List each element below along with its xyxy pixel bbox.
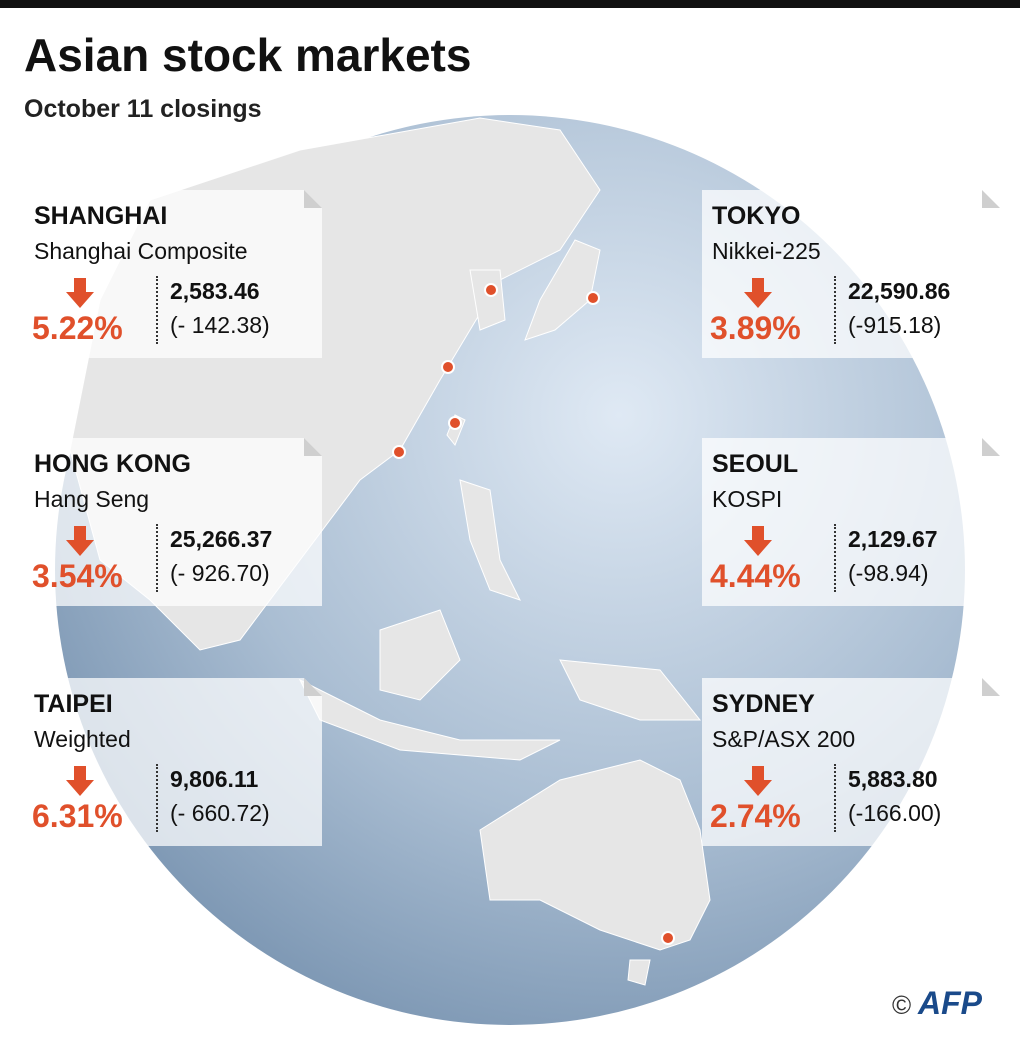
- index-name: KOSPI: [712, 486, 783, 512]
- down-arrow: [66, 766, 94, 796]
- index-name: Hang Seng: [34, 486, 150, 512]
- index-name: Shanghai Composite: [34, 238, 248, 264]
- percent-change: 2.74%: [710, 798, 801, 834]
- market-card: SEOUL KOSPI 4.44% 2,129.67 (-98.94): [702, 438, 1000, 606]
- market-card: HONG KONG Hang Seng 3.54% 25,266.37 (- 926.7…: [24, 438, 322, 606]
- down-arrow: [744, 766, 772, 796]
- title: Asian stock markets: [24, 29, 472, 81]
- percent-change: 4.44%: [710, 558, 801, 594]
- top-bar: [0, 0, 1020, 8]
- down-arrow: [66, 526, 94, 556]
- market-card: TOKYO Nikkei-225 3.89% 22,590.86 (-915.18): [702, 190, 1000, 358]
- point-change: (- 142.38): [170, 312, 270, 338]
- market-card: SHANGHAI Shanghai Composite 5.22% 2,583.46 (…: [24, 190, 322, 358]
- close-value: 2,129.67: [848, 526, 938, 552]
- close-value: 22,590.86: [848, 278, 951, 304]
- percent-change: 3.89%: [710, 310, 801, 346]
- city-name: TOKYO: [712, 202, 801, 230]
- down-arrow: [744, 526, 772, 556]
- market-card: SYDNEY S&P/ASX 200 2.74% 5,883.80 (-166.00): [702, 678, 1000, 846]
- separator: [156, 764, 158, 832]
- city-markers: [392, 283, 675, 945]
- point-change: (-98.94): [848, 560, 929, 586]
- close-value: 25,266.37: [170, 526, 273, 552]
- index-name: Nikkei-225: [712, 238, 821, 264]
- percent-change: 6.31%: [32, 798, 123, 834]
- point-change: (-915.18): [848, 312, 942, 338]
- city-name: SHANGHAI: [34, 202, 168, 230]
- percent-change: 5.22%: [32, 310, 123, 346]
- subtitle: October 11 closings: [24, 95, 262, 123]
- close-value: 5,883.80: [848, 766, 938, 792]
- percent-change: 3.54%: [32, 558, 123, 594]
- credit-symbol: ©: [892, 990, 912, 1020]
- index-name: Weighted: [34, 726, 131, 752]
- down-arrow: [744, 278, 772, 308]
- close-value: 9,806.11: [170, 766, 259, 792]
- point-change: (- 660.72): [170, 800, 270, 826]
- separator: [156, 276, 158, 344]
- city-name: SYDNEY: [712, 690, 815, 718]
- separator: [834, 524, 836, 592]
- index-name: S&P/ASX 200: [712, 726, 856, 752]
- city-name: TAIPEI: [34, 690, 113, 718]
- point-change: (-166.00): [848, 800, 942, 826]
- point-change: (- 926.70): [170, 560, 270, 586]
- close-value: 2,583.46: [170, 278, 260, 304]
- market-card: TAIPEI Weighted 6.31% 9,806.11 (- 660.72): [24, 678, 322, 846]
- separator: [834, 764, 836, 832]
- down-arrow: [66, 278, 94, 308]
- city-name: HONG KONG: [34, 450, 191, 478]
- city-name: SEOUL: [712, 450, 799, 478]
- credit-name: AFP: [918, 985, 982, 1021]
- separator: [156, 524, 158, 592]
- separator: [834, 276, 836, 344]
